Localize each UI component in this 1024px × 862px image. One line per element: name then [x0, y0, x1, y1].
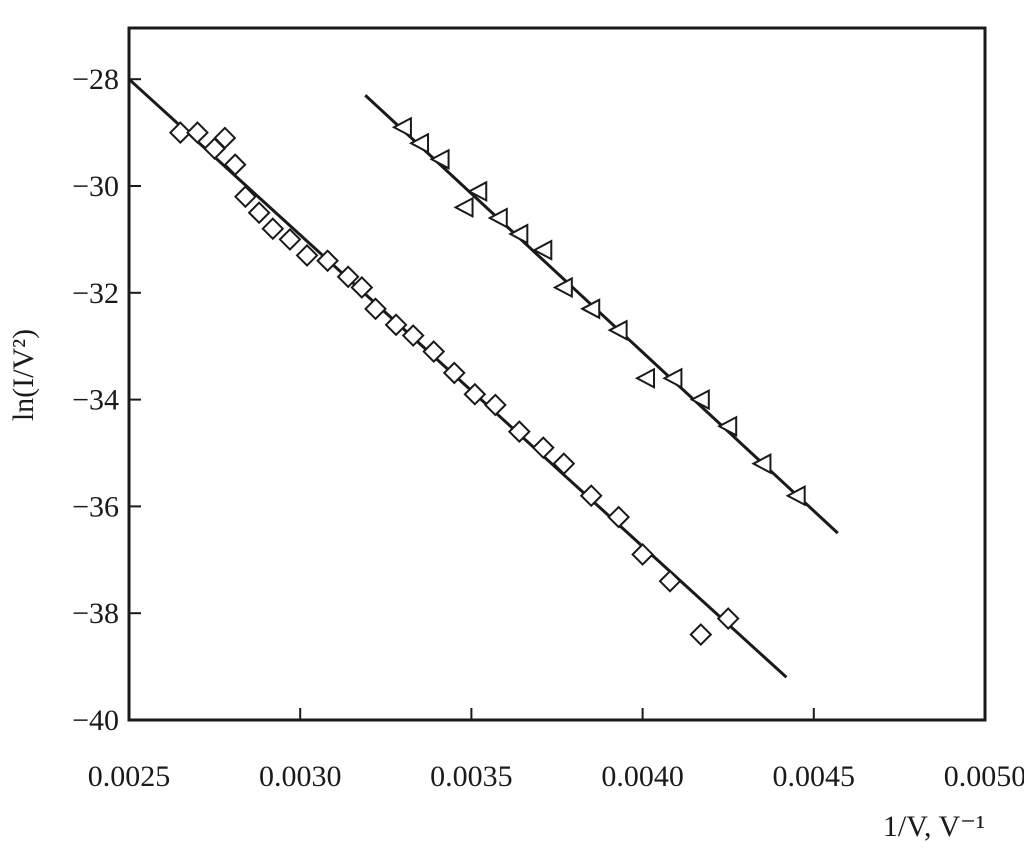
x-axis-label: 1/V, V⁻¹	[883, 810, 985, 843]
x-axis-ticks: 0.0025 0.0030 0.0035 0.0040 0.0045 0.0050	[88, 708, 1024, 793]
x-tick-label: 0.0035	[430, 760, 513, 793]
x-tick-label: 0.0050	[944, 760, 1024, 793]
data-markers	[168, 116, 806, 646]
diamond-marker	[261, 217, 285, 241]
diamond-marker	[186, 121, 209, 145]
diamond-marker	[316, 249, 340, 273]
y-tick-label: −34	[72, 384, 119, 417]
y-tick-label: −36	[72, 490, 119, 523]
x-tick-label: 0.0025	[88, 760, 171, 793]
diamond-marker	[278, 227, 302, 251]
y-tick-label: −38	[72, 597, 119, 630]
y-axis-ticks: −28 −30 −32 −34 −36 −38 −40	[72, 63, 141, 737]
triangle-marker	[508, 223, 529, 245]
triangle-marker	[552, 276, 573, 299]
diamond-marker	[689, 623, 713, 646]
triangle-marker	[751, 453, 772, 475]
triangle-marker	[607, 319, 628, 341]
diamond-marker	[384, 313, 408, 337]
diamond-marker	[234, 185, 257, 209]
triangle-marker	[580, 298, 601, 320]
diamond-marker	[716, 607, 740, 630]
triangle-marker	[391, 116, 412, 138]
diamond-marker	[422, 340, 446, 363]
x-tick-label: 0.0040	[601, 760, 684, 793]
x-tick-label: 0.0045	[773, 760, 856, 793]
diamond-marker	[463, 382, 487, 406]
triangle-marker	[487, 207, 508, 229]
triangle-marker	[689, 388, 710, 411]
diamond-marker	[579, 484, 603, 508]
diamond-marker	[168, 121, 192, 145]
triangle-marker	[717, 415, 738, 437]
triangle-marker	[408, 132, 430, 154]
diamond-marker	[336, 265, 360, 289]
y-tick-label: −40	[72, 704, 119, 737]
diamond-marker	[607, 505, 631, 529]
diamond-marker	[531, 436, 555, 460]
diamond-marker	[401, 324, 425, 347]
triangle-marker	[429, 148, 450, 170]
y-tick-label: −32	[72, 277, 119, 310]
triangle-marker	[634, 367, 656, 389]
diamond-marker	[295, 244, 319, 267]
triangle-marker	[453, 196, 474, 219]
triangle-marker	[785, 485, 806, 507]
x-tick-label: 0.0030	[259, 760, 342, 793]
diamond-marker	[213, 126, 237, 150]
triangle-marker	[662, 367, 683, 389]
triangle-marker	[532, 239, 553, 261]
diamond-marker	[442, 361, 466, 385]
diamond-marker	[223, 153, 247, 177]
diamond-marker	[350, 276, 374, 299]
y-tick-label: −28	[72, 63, 119, 96]
diamond-marker	[247, 201, 271, 225]
y-axis-label: ln(I/V²)	[7, 329, 40, 421]
diamond-marker	[483, 393, 507, 417]
triangle-marker	[467, 180, 488, 203]
plot-frame	[127, 26, 987, 722]
diamond-marker	[364, 297, 387, 321]
diamond-marker	[658, 569, 682, 593]
diamond-marker	[631, 543, 655, 566]
diamond-marker	[507, 420, 531, 444]
y-tick-label: −30	[72, 170, 119, 203]
diamond-marker	[552, 452, 576, 476]
